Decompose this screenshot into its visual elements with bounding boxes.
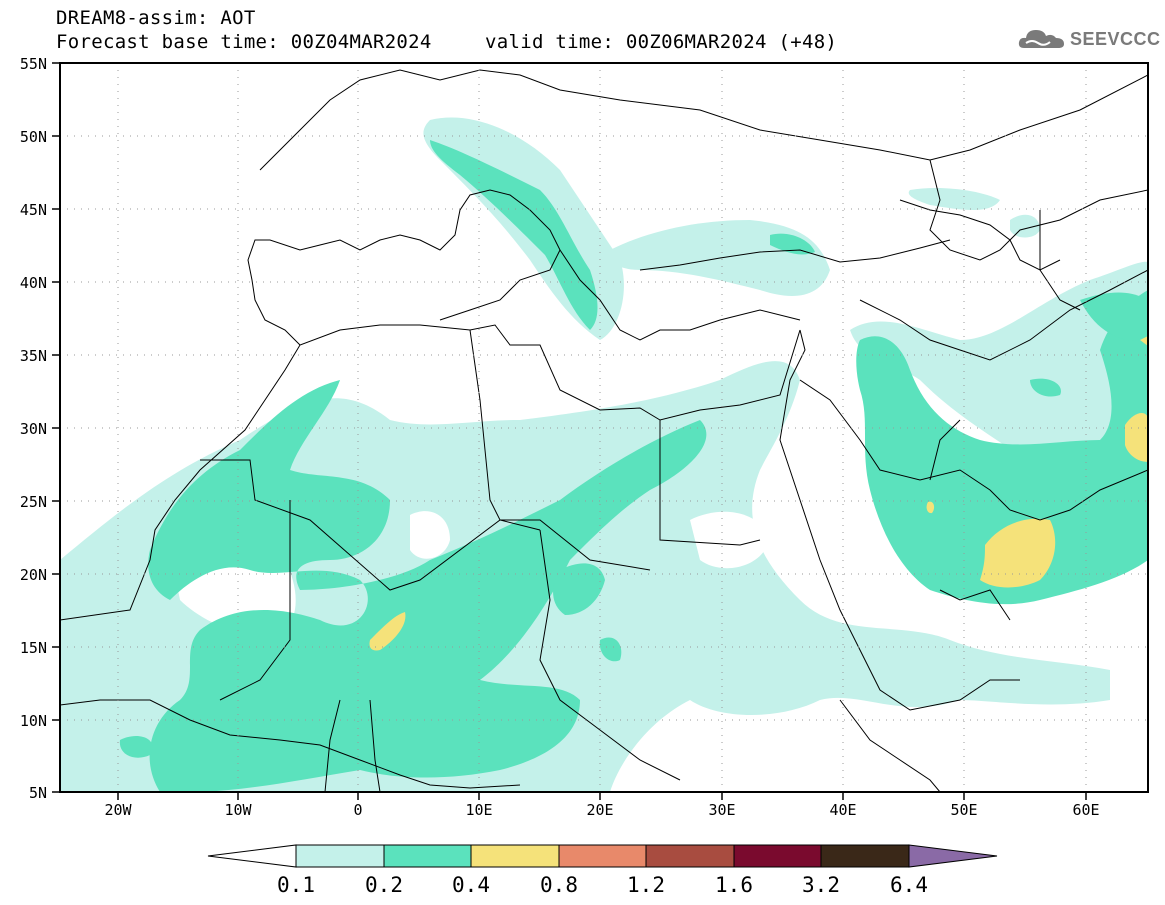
lon-label: 30E [708,801,735,819]
colorbar-label: 0.1 [277,873,315,897]
colorbar-label: 1.6 [715,873,753,897]
gridlines [60,63,1148,792]
lat-label: 40N [20,274,47,292]
lat-label: 30N [20,420,47,438]
lon-label: 10W [224,801,252,819]
colorbar-label: 0.2 [365,873,403,897]
lat-labels: 55N 50N 45N 40N 35N 30N 25N 20N 15N 10N … [20,55,47,802]
colorbar-label: 1.2 [627,873,665,897]
lat-label: 50N [20,128,47,146]
lat-label: 25N [20,493,47,511]
colorbar: 0.1 0.2 0.4 0.8 1.2 1.6 3.2 6.4 [207,844,998,897]
colorbar-right-triangle [908,844,998,868]
aot-level-0.4 [369,336,1148,651]
map-title: DREAM8-assim: AOT [56,7,256,29]
lat-label: 10N [20,712,47,730]
tick-marks [52,62,1087,800]
lon-label: 20W [104,801,132,819]
colorbar-swatch [558,844,647,868]
aot-level-0.2 [119,140,1148,792]
colorbar-swatch [470,844,560,868]
coastlines [60,69,1148,792]
lat-label: 45N [20,201,47,219]
colorbar-label: 3.2 [802,873,840,897]
lon-labels: 20W 10W 0 10E 20E 30E 40E 50E 60E [104,801,1099,819]
lat-label: 20N [20,566,47,584]
valid-time: valid time: 00Z06MAR2024 (+48) [485,31,838,53]
colorbar-left-triangle [207,844,297,868]
lat-label: 55N [20,55,47,73]
lat-label: 5N [29,784,47,802]
colorbar-label: 6.4 [890,873,928,897]
lon-label: 0 [353,801,362,819]
colorbar-swatch [733,844,822,868]
cloud-icon [1018,30,1064,48]
lon-label: 10E [465,801,492,819]
colorbar-label: 0.8 [540,873,578,897]
colorbar-swatch [383,844,472,868]
aot-field [60,117,1148,792]
lat-label: 15N [20,639,47,657]
lon-label: 40E [829,801,856,819]
forecast-base-time: Forecast base time: 00Z04MAR2024 [56,31,432,53]
logo-text: SEEVCCC [1070,28,1161,49]
lon-label: 20E [586,801,613,819]
seevccc-logo: SEEVCCC [1018,26,1161,52]
colorbar-swatch [645,844,735,868]
lon-label: 60E [1072,801,1099,819]
colorbar-label: 0.4 [452,873,490,897]
colorbar-swatch [295,844,385,868]
colorbar-swatch [820,844,910,868]
lon-label: 50E [950,801,977,819]
lat-label: 35N [20,347,47,365]
